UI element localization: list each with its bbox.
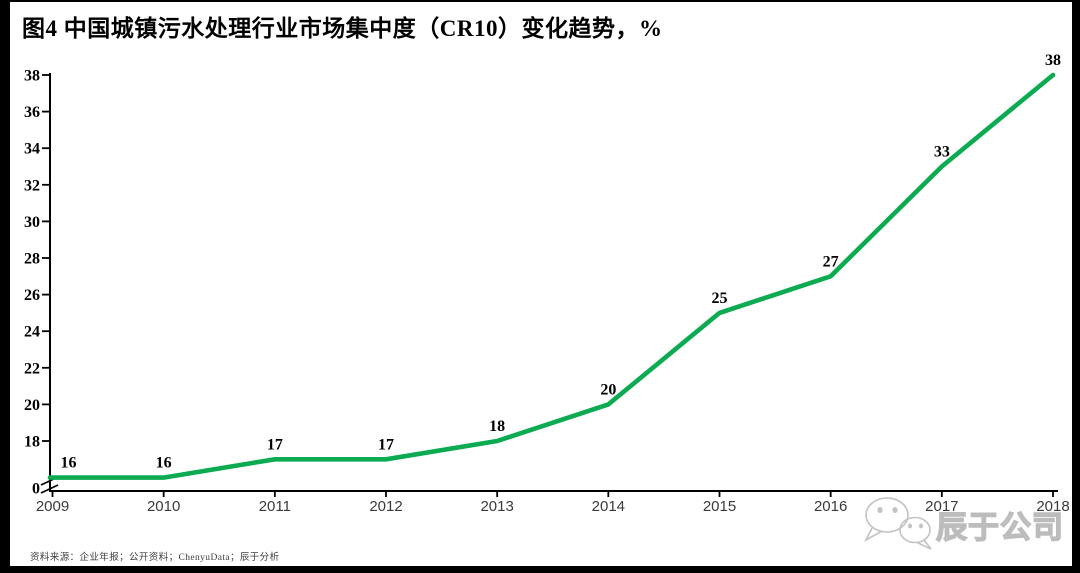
x-tick-label: 2018 (1036, 498, 1069, 515)
series-line (47, 72, 1056, 480)
y-tick-label: 24 (24, 324, 40, 341)
axis-break-mark (40, 484, 59, 494)
y-tick-label: 28 (24, 251, 40, 268)
data-label: 20 (600, 381, 616, 398)
data-label: 17 (267, 436, 283, 453)
data-label: 17 (378, 436, 394, 453)
x-tick-label: 2009 (36, 498, 69, 515)
wechat-icon-eyes (877, 507, 923, 529)
x-tick-label: 2012 (369, 498, 402, 515)
y-tick-label: 30 (24, 214, 40, 231)
y-tick-label: 0 (32, 481, 40, 498)
source-note: 资料来源：企业年报；公开资料；ChenyuData；辰于分析 (30, 553, 280, 563)
y-tick-label: 32 (24, 177, 40, 194)
y-tick-label: 20 (24, 397, 40, 414)
y-tick-label: 22 (24, 360, 40, 377)
y-tick-label: 34 (24, 141, 40, 158)
data-label: 25 (712, 290, 728, 307)
data-label: 27 (823, 253, 839, 270)
x-tick-label: 2015 (703, 498, 736, 515)
y-tick-label: 26 (24, 287, 40, 304)
x-tick-label: 2013 (480, 498, 513, 515)
x-tick-label: 2014 (592, 498, 625, 515)
data-label: 38 (1045, 52, 1061, 69)
x-tick-label: 2010 (147, 498, 180, 515)
y-tick-label: 18 (24, 434, 40, 451)
wechat-icon (864, 497, 932, 550)
y-tick-label: 38 (24, 68, 40, 85)
x-tick-label: 2011 (259, 498, 291, 515)
data-label: 33 (934, 144, 950, 161)
x-tick-label: 2016 (814, 498, 847, 515)
watermark: 辰于公司 (864, 497, 1064, 550)
watermark-company-text: 辰于公司 (936, 510, 1064, 545)
data-label: 16 (61, 455, 77, 472)
data-label: 18 (489, 418, 505, 435)
figure-title: 图4 中国城镇污水处理行业市场集中度（CR10）变化趋势，% (22, 16, 663, 41)
y-tick-label: 36 (24, 104, 40, 121)
data-label: 16 (156, 455, 172, 472)
axes (49, 73, 1058, 492)
x-tick-label: 2017 (925, 498, 958, 515)
